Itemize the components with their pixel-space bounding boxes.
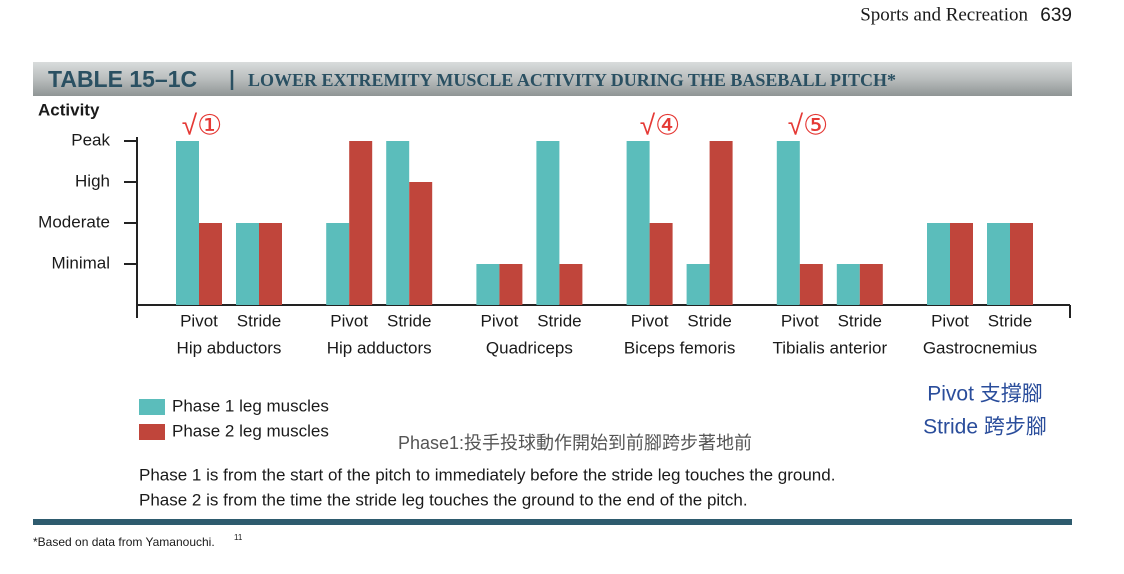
bar: [686, 264, 710, 305]
bar: [836, 264, 860, 305]
x-tick-label: Stride: [237, 311, 281, 330]
x-tick-label: Pivot: [931, 311, 969, 330]
bar: [709, 141, 733, 305]
x-tick-label: Pivot: [631, 311, 669, 330]
rule: [33, 519, 1072, 525]
bar: [476, 264, 500, 305]
bar: [409, 182, 433, 305]
phase-definition: Phase 2 is from the time the stride leg …: [139, 490, 748, 509]
x-tick-label: Pivot: [781, 311, 819, 330]
bar: [386, 141, 410, 305]
bar: [950, 223, 973, 305]
x-tick-label: Stride: [537, 311, 581, 330]
y-axis-label: Activity: [38, 100, 100, 119]
bar: [499, 264, 523, 305]
x-tick-label: Stride: [687, 311, 731, 330]
note-pivot: Pivot 支撐腳: [927, 383, 1043, 406]
page-number: 639: [1040, 5, 1072, 26]
bar: [259, 223, 282, 305]
bar: [626, 141, 650, 305]
legend-label: Phase 1 leg muscles: [172, 396, 329, 415]
plot: Minimal Moderate High Peak Hip abductors Hip …: [38, 109, 1071, 440]
bar: [326, 223, 350, 305]
note-stride: Stride 跨步腳: [923, 416, 1047, 439]
title-bar: [33, 62, 1072, 96]
x-tick-label: Pivot: [180, 311, 218, 330]
x-tick-label: Stride: [988, 311, 1032, 330]
x-tick-label: Stride: [387, 311, 431, 330]
bar: [559, 264, 583, 305]
bar: [199, 223, 222, 305]
bar: [987, 223, 1010, 305]
y-tick-label: Moderate: [38, 212, 110, 231]
section-title: Sports and Recreation: [860, 4, 1028, 25]
footnote-ref: 11: [234, 533, 243, 542]
bar: [927, 223, 950, 305]
x-tick-label: Stride: [838, 311, 882, 330]
group-label: Quadriceps: [486, 338, 573, 357]
bar: [776, 141, 800, 305]
table-label: TABLE 15–1C: [48, 66, 197, 92]
x-tick-label: Pivot: [481, 311, 519, 330]
handwritten-annotation: √④: [640, 109, 680, 140]
y-tick-label: Peak: [71, 130, 110, 149]
group-label: Hip abductors: [177, 338, 282, 357]
x-tick-label: Pivot: [330, 311, 368, 330]
bar: [349, 141, 373, 305]
footnote: *Based on data from Yamanouchi.: [33, 535, 215, 549]
group-label: Gastrocnemius: [923, 338, 1037, 357]
legend-swatch: [139, 424, 165, 440]
bar: [536, 141, 560, 305]
legend-label: Phase 2 leg muscles: [172, 421, 329, 440]
handwritten-annotation: √①: [182, 109, 222, 140]
bar: [176, 141, 199, 305]
y-tick-label: Minimal: [51, 253, 110, 272]
group-label: Tibialis anterior: [772, 338, 887, 357]
bar: [799, 264, 823, 305]
bar: [1010, 223, 1033, 305]
bar: [236, 223, 259, 305]
bar: [859, 264, 883, 305]
handwritten-annotation: √⑤: [788, 109, 828, 140]
bar: [649, 223, 673, 305]
legend-swatch: [139, 399, 165, 415]
group-label: Hip adductors: [327, 338, 432, 357]
group-label: Biceps femoris: [624, 338, 735, 357]
y-tick-label: High: [75, 171, 110, 190]
note-phase1: Phase1:投手投球動作開始到前腳跨步著地前: [398, 433, 752, 453]
chart-title: LOWER EXTREMITY MUSCLE ACTIVITY DURING T…: [248, 70, 896, 90]
phase-definition: Phase 1 is from the start of the pitch t…: [139, 465, 835, 484]
